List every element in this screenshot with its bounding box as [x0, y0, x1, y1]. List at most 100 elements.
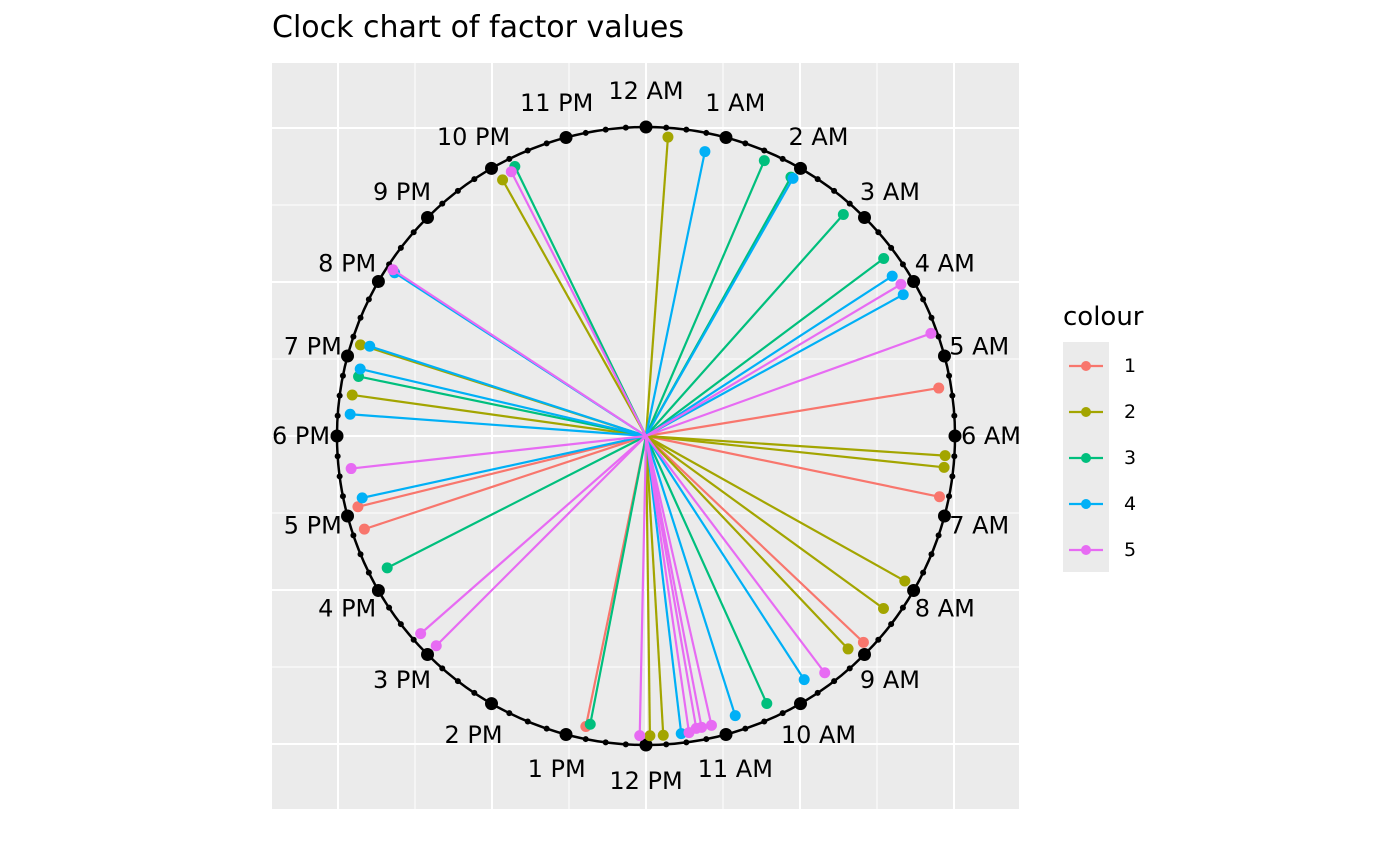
series-5-spoke — [645, 435, 826, 674]
series-1-spoke — [357, 434, 647, 508]
minute-marker — [742, 140, 749, 147]
series-2-point — [899, 575, 911, 587]
series-5 — [345, 166, 937, 742]
hour-marker — [421, 211, 435, 225]
minute-marker — [814, 689, 821, 696]
series-4-point — [886, 270, 898, 282]
minute-marker — [779, 155, 786, 162]
minute-marker — [350, 333, 357, 340]
minute-marker — [410, 229, 417, 236]
series-2-spoke — [352, 393, 647, 438]
series-4-spoke — [350, 413, 647, 438]
hour-marker — [341, 349, 355, 363]
legend-label: 1 — [1124, 355, 1136, 377]
minute-marker — [663, 124, 670, 131]
series-4-spoke — [645, 177, 794, 437]
minute-marker — [899, 604, 906, 611]
hour-marker — [857, 647, 871, 661]
hour-marker — [485, 697, 498, 711]
minute-marker — [506, 155, 513, 162]
series-5-point — [430, 640, 442, 652]
minute-marker — [602, 739, 609, 746]
series-3 — [353, 155, 890, 730]
series-2-point — [346, 389, 358, 401]
hour-label: 7 PM — [284, 333, 342, 361]
series-1-point — [358, 523, 370, 535]
hour-label: 4 PM — [318, 595, 376, 623]
minute-marker — [543, 140, 550, 147]
minute-marker — [703, 129, 710, 136]
minute-marker — [471, 689, 478, 696]
minute-marker — [582, 129, 589, 136]
minute-marker — [386, 604, 393, 611]
hour-label: 12 AM — [608, 77, 683, 105]
minute-marker — [761, 718, 768, 725]
series-5-spoke — [644, 435, 713, 726]
hour-marker — [330, 429, 344, 443]
series-4-spoke — [644, 151, 706, 437]
series-4-spoke — [644, 435, 683, 734]
hour-label: 9 PM — [373, 178, 431, 206]
minute-marker — [336, 392, 343, 399]
series-4-spoke — [645, 435, 806, 681]
series-5-spoke — [644, 435, 698, 729]
hour-label: 3 PM — [373, 666, 431, 694]
series-2-point — [354, 339, 366, 351]
minute-marker — [779, 710, 786, 717]
legend-key-point — [1081, 545, 1091, 555]
series-2-point — [842, 643, 854, 655]
series-4 — [344, 146, 909, 740]
series-5-point — [345, 463, 357, 475]
minute-marker — [831, 187, 838, 194]
minute-marker — [928, 551, 935, 558]
minute-marker — [397, 244, 404, 251]
minute-marker — [334, 412, 341, 419]
hour-label: 5 PM — [284, 511, 342, 539]
legend-label: 5 — [1124, 539, 1136, 561]
minute-marker — [357, 314, 364, 321]
series-3-point — [761, 698, 773, 710]
minute-marker — [357, 551, 364, 558]
series-5-point — [819, 667, 831, 679]
series-5-spoke — [644, 435, 691, 733]
minute-marker — [888, 244, 895, 251]
series-2-spoke — [645, 435, 885, 610]
series-4-spoke — [361, 434, 647, 499]
hour-marker — [421, 647, 435, 661]
hour-label: 10 PM — [437, 123, 510, 151]
series-4-point — [787, 172, 799, 184]
hour-marker — [639, 120, 653, 134]
minute-marker — [831, 678, 838, 685]
minute-marker — [439, 665, 446, 672]
series-5-spoke — [392, 268, 647, 437]
minute-marker — [663, 741, 670, 748]
minute-marker — [888, 621, 895, 628]
series-1-point — [352, 501, 364, 513]
hour-label: 1 AM — [705, 89, 765, 117]
series-5-point — [705, 719, 717, 731]
hour-label: 6 PM — [272, 422, 330, 450]
hour-marker — [559, 131, 573, 145]
hour-marker — [719, 131, 733, 145]
minute-marker — [454, 187, 461, 194]
minute-marker — [334, 453, 341, 460]
series-4-spoke — [645, 275, 893, 437]
series-2-point — [497, 174, 509, 186]
series-5-point — [895, 278, 907, 290]
legend-key-point — [1081, 361, 1091, 371]
hour-label: 12 PM — [609, 767, 682, 795]
series-5-spoke — [638, 435, 648, 736]
series-2-spoke — [645, 435, 906, 582]
minute-marker — [622, 124, 629, 131]
hour-label: 1 PM — [528, 755, 586, 783]
series-5-spoke — [510, 171, 647, 437]
hour-label: 6 AM — [961, 422, 1021, 450]
hour-label: 8 PM — [318, 250, 376, 278]
legend-key-point — [1081, 407, 1091, 417]
hour-marker — [341, 509, 355, 523]
hour-label: 7 AM — [949, 511, 1009, 539]
hour-label: 2 PM — [444, 721, 502, 749]
series-5-point — [683, 727, 695, 739]
minute-marker — [339, 493, 346, 500]
